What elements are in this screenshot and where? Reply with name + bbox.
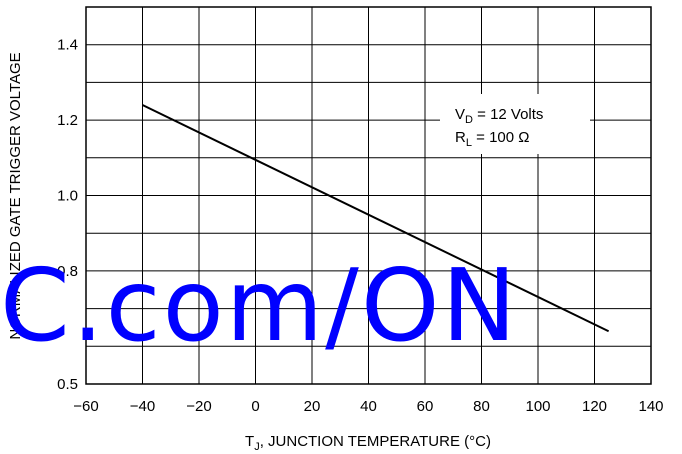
x-tick-label: 120 [582, 398, 607, 415]
x-tick-label: −40 [130, 398, 155, 415]
x-axis-label: TJ, JUNCTION TEMPERATURE (°C) [245, 433, 491, 453]
legend-box: VD = 12 Volts RL = 100 Ω [440, 94, 590, 154]
y-tick-label: 0.5 [57, 376, 78, 393]
x-tick-labels: −60 −40 −20 0 20 40 60 80 100 120 140 [73, 398, 663, 415]
x-tick-label: 80 [473, 398, 490, 415]
x-tick-label: 0 [251, 398, 259, 415]
legend-entry: VD = 12 Volts [455, 106, 543, 126]
x-tick-label: 100 [525, 398, 550, 415]
legend-background [440, 94, 590, 154]
y-tick-labels: 0.5 0.8 1.0 1.2 1.4 [57, 37, 78, 393]
y-axis-label: NORMALIZED GATE TRIGGER VOLTAGE [7, 52, 24, 339]
x-tick-label: −20 [186, 398, 211, 415]
x-tick-label: 20 [304, 398, 321, 415]
y-tick-label: 1.2 [57, 112, 78, 129]
y-tick-label: 1.4 [57, 37, 78, 54]
legend-entry: RL = 100 Ω [455, 129, 529, 149]
y-tick-label: 1.0 [57, 188, 78, 205]
grid [85, 6, 652, 385]
x-tick-label: 140 [638, 398, 663, 415]
series-line [142, 104, 610, 333]
plot-frame [85, 6, 652, 385]
series [142, 104, 610, 333]
x-tick-label: 40 [360, 398, 377, 415]
x-tick-label: 60 [417, 398, 434, 415]
x-tick-label: −60 [73, 398, 98, 415]
y-tick-label: 0.8 [57, 263, 78, 280]
